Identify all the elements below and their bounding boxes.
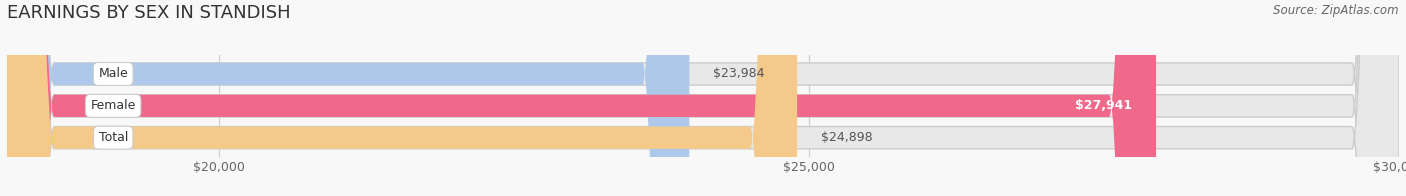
FancyBboxPatch shape (7, 0, 1399, 196)
FancyBboxPatch shape (7, 0, 797, 196)
FancyBboxPatch shape (7, 0, 689, 196)
Text: $27,941: $27,941 (1076, 99, 1132, 112)
Text: Female: Female (90, 99, 136, 112)
Text: $23,984: $23,984 (713, 67, 765, 81)
Text: Male: Male (98, 67, 128, 81)
FancyBboxPatch shape (7, 0, 1399, 196)
Text: Source: ZipAtlas.com: Source: ZipAtlas.com (1274, 4, 1399, 17)
FancyBboxPatch shape (7, 0, 1399, 196)
FancyBboxPatch shape (7, 0, 1156, 196)
Text: $24,898: $24,898 (821, 131, 872, 144)
Text: EARNINGS BY SEX IN STANDISH: EARNINGS BY SEX IN STANDISH (7, 4, 291, 22)
Text: Total: Total (98, 131, 128, 144)
